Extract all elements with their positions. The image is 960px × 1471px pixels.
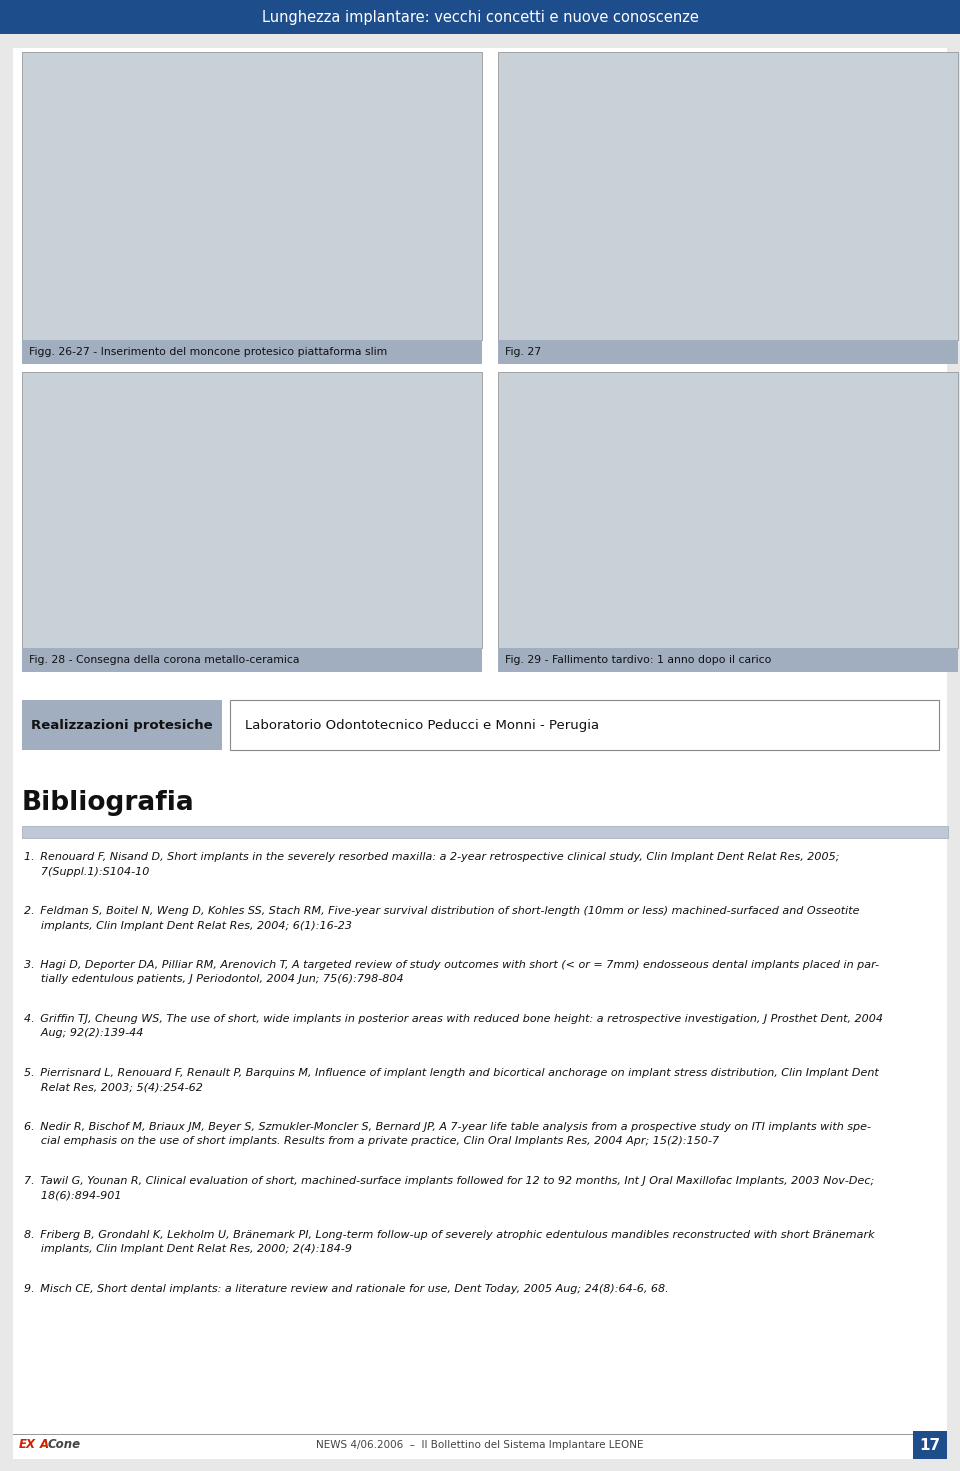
- Text: 3. Hagi D, Deporter DA, Pilliar RM, Arenovich T, A targeted review of study outc: 3. Hagi D, Deporter DA, Pilliar RM, Aren…: [24, 961, 879, 969]
- Bar: [498, 649, 958, 672]
- Text: Aug; 92(2):139-44: Aug; 92(2):139-44: [24, 1028, 143, 1039]
- Text: 4. Griffin TJ, Cheung WS, The use of short, wide implants in posterior areas wit: 4. Griffin TJ, Cheung WS, The use of sho…: [24, 1014, 883, 1024]
- Text: EX: EX: [19, 1439, 36, 1452]
- Text: Fig. 27: Fig. 27: [505, 347, 541, 357]
- Text: implants, Clin Implant Dent Relat Res, 2004; 6(1):16-23: implants, Clin Implant Dent Relat Res, 2…: [24, 921, 352, 931]
- Bar: [0, 0, 960, 34]
- Bar: [22, 51, 482, 340]
- Text: 17: 17: [920, 1437, 941, 1452]
- Bar: [498, 51, 958, 340]
- Bar: [22, 372, 482, 649]
- Text: Realizzazioni protesiche: Realizzazioni protesiche: [31, 718, 213, 731]
- Text: 8. Friberg B, Grondahl K, Lekholm U, Bränemark PI, Long-term follow-up of severe: 8. Friberg B, Grondahl K, Lekholm U, Brä…: [24, 1230, 875, 1240]
- Text: Fig. 28 - Consegna della corona metallo-ceramica: Fig. 28 - Consegna della corona metallo-…: [29, 655, 300, 665]
- Text: Laboratorio Odontotecnico Peducci e Monni - Perugia: Laboratorio Odontotecnico Peducci e Monn…: [245, 718, 599, 731]
- Bar: [230, 700, 939, 750]
- Text: NEWS 4/06.2006  –  Il Bollettino del Sistema Implantare LEONE: NEWS 4/06.2006 – Il Bollettino del Siste…: [316, 1440, 644, 1450]
- Text: Fig. 29 - Fallimento tardivo: 1 anno dopo il carico: Fig. 29 - Fallimento tardivo: 1 anno dop…: [505, 655, 772, 665]
- Text: implants, Clin Implant Dent Relat Res, 2000; 2(4):184-9: implants, Clin Implant Dent Relat Res, 2…: [24, 1244, 352, 1255]
- Bar: [22, 700, 222, 750]
- Text: 6. Nedir R, Bischof M, Briaux JM, Beyer S, Szmukler-Moncler S, Bernard JP, A 7-y: 6. Nedir R, Bischof M, Briaux JM, Beyer …: [24, 1122, 871, 1133]
- Text: Figg. 26-27 - Inserimento del moncone protesico piattaforma slim: Figg. 26-27 - Inserimento del moncone pr…: [29, 347, 387, 357]
- Bar: [498, 340, 958, 363]
- Bar: [22, 649, 482, 672]
- Text: 1. Renouard F, Nisand D, Short implants in the severely resorbed maxilla: a 2-ye: 1. Renouard F, Nisand D, Short implants …: [24, 852, 839, 862]
- Text: 9. Misch CE, Short dental implants: a literature review and rationale for use, D: 9. Misch CE, Short dental implants: a li…: [24, 1284, 668, 1294]
- Text: 18(6):894-901: 18(6):894-901: [24, 1190, 122, 1200]
- Text: Cone: Cone: [48, 1439, 82, 1452]
- Text: A: A: [40, 1439, 49, 1452]
- Bar: [498, 372, 958, 649]
- Bar: [22, 827, 948, 838]
- Text: Bibliografia: Bibliografia: [22, 790, 195, 816]
- Text: 5. Pierrisnard L, Renouard F, Renault P, Barquins M, Influence of implant length: 5. Pierrisnard L, Renouard F, Renault P,…: [24, 1068, 878, 1078]
- Bar: [22, 340, 482, 363]
- Bar: [913, 1431, 947, 1459]
- Text: 2. Feldman S, Boitel N, Weng D, Kohles SS, Stach RM, Five-year survival distribu: 2. Feldman S, Boitel N, Weng D, Kohles S…: [24, 906, 859, 916]
- Text: 7. Tawil G, Younan R, Clinical evaluation of short, machined-surface implants fo: 7. Tawil G, Younan R, Clinical evaluatio…: [24, 1175, 875, 1186]
- Text: 7(Suppl.1):S104-10: 7(Suppl.1):S104-10: [24, 866, 150, 877]
- Text: Relat Res, 2003; 5(4):254-62: Relat Res, 2003; 5(4):254-62: [24, 1083, 203, 1093]
- Text: cial emphasis on the use of short implants. Results from a private practice, Cli: cial emphasis on the use of short implan…: [24, 1137, 719, 1146]
- Text: Lunghezza implantare: vecchi concetti e nuove conoscenze: Lunghezza implantare: vecchi concetti e …: [261, 9, 699, 25]
- Text: tially edentulous patients, J Periodontol, 2004 Jun; 75(6):798-804: tially edentulous patients, J Periodonto…: [24, 974, 403, 984]
